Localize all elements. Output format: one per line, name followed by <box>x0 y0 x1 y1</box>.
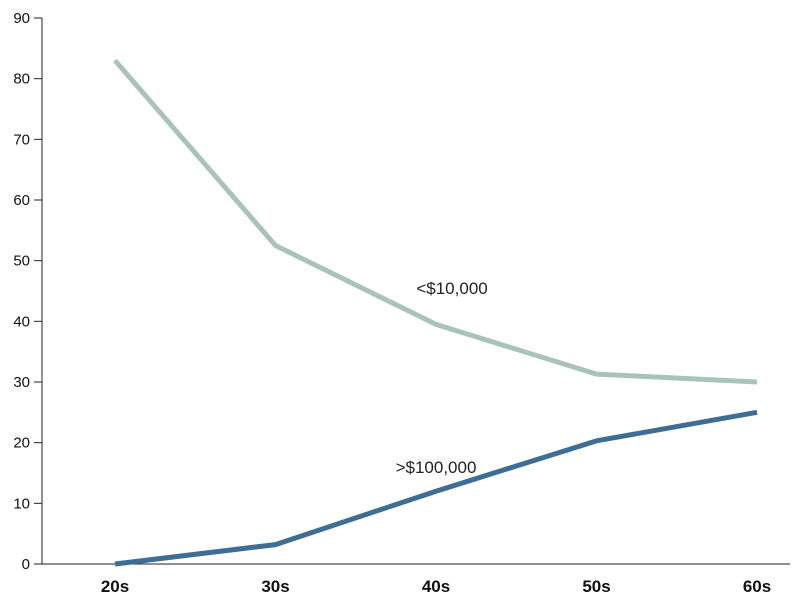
y-tick-label: 90 <box>13 10 30 27</box>
series-label-1: >$100,000 <box>396 458 477 477</box>
series-line-0 <box>113 58 758 385</box>
y-tick-label: 50 <box>13 253 30 270</box>
series-labels: <$10,000 >$100,000 <box>396 279 488 477</box>
y-axis: 0 10 20 30 40 50 60 70 80 90 <box>13 10 43 573</box>
x-tick-label: 30s <box>261 577 289 596</box>
y-tick-label: 60 <box>13 192 30 209</box>
y-tick-label: 40 <box>13 313 30 330</box>
y-tick-label: 0 <box>22 556 30 573</box>
x-tick-label: 20s <box>101 577 129 596</box>
y-tick-label: 80 <box>13 71 30 88</box>
x-tick-label: 60s <box>743 577 771 596</box>
y-tick-label: 70 <box>13 131 30 148</box>
y-tick-label: 10 <box>13 495 30 512</box>
series-lines <box>113 58 758 567</box>
series-line-1 <box>114 409 758 567</box>
y-tick-label: 20 <box>13 435 30 452</box>
series-label-0: <$10,000 <box>416 279 487 298</box>
x-axis: 20s 30s 40s 50s 60s <box>42 563 790 596</box>
x-tick-label: 40s <box>422 577 450 596</box>
x-tick-label: 50s <box>582 577 610 596</box>
y-tick-label: 30 <box>13 374 30 391</box>
